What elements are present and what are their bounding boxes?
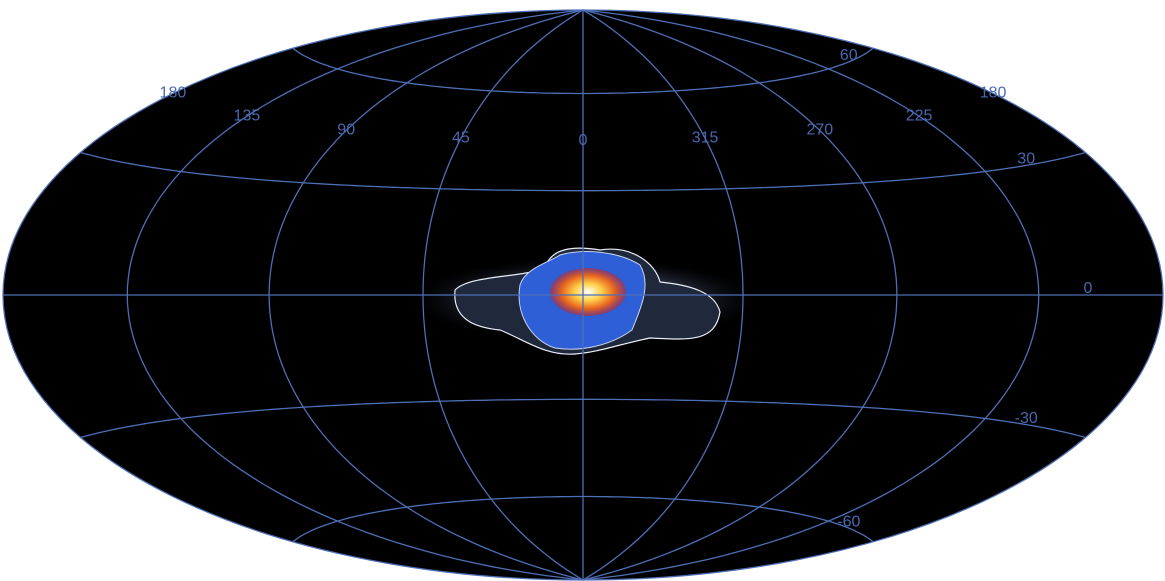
longitude-label: 270 [806,122,833,139]
longitude-label: 180 [160,85,187,102]
longitude-label: 135 [234,107,261,124]
longitude-label: 45 [452,130,470,147]
longitude-label: 0 [579,132,588,149]
latitude-label: 60 [840,47,858,64]
parallel [292,47,874,95]
longitude-label: 315 [692,130,719,147]
parallel [80,151,1086,192]
longitude-label: 180 [980,85,1007,102]
parallel [292,495,874,543]
bright-core [550,268,626,316]
latitude-label: 30 [1017,151,1035,168]
coordinate-grid [3,9,1163,581]
latitude-label: -30 [1015,410,1038,427]
latitude-label: 0 [1084,280,1093,297]
latitude-label: -60 [837,513,860,530]
longitude-label: 225 [906,107,933,124]
emission [415,247,755,355]
coordinate-labels: 180 135 90 45 0 315 270 225 180 60 30 0 -30 -60 [160,47,1093,530]
parallel [80,398,1086,439]
longitude-label: 90 [337,122,355,139]
